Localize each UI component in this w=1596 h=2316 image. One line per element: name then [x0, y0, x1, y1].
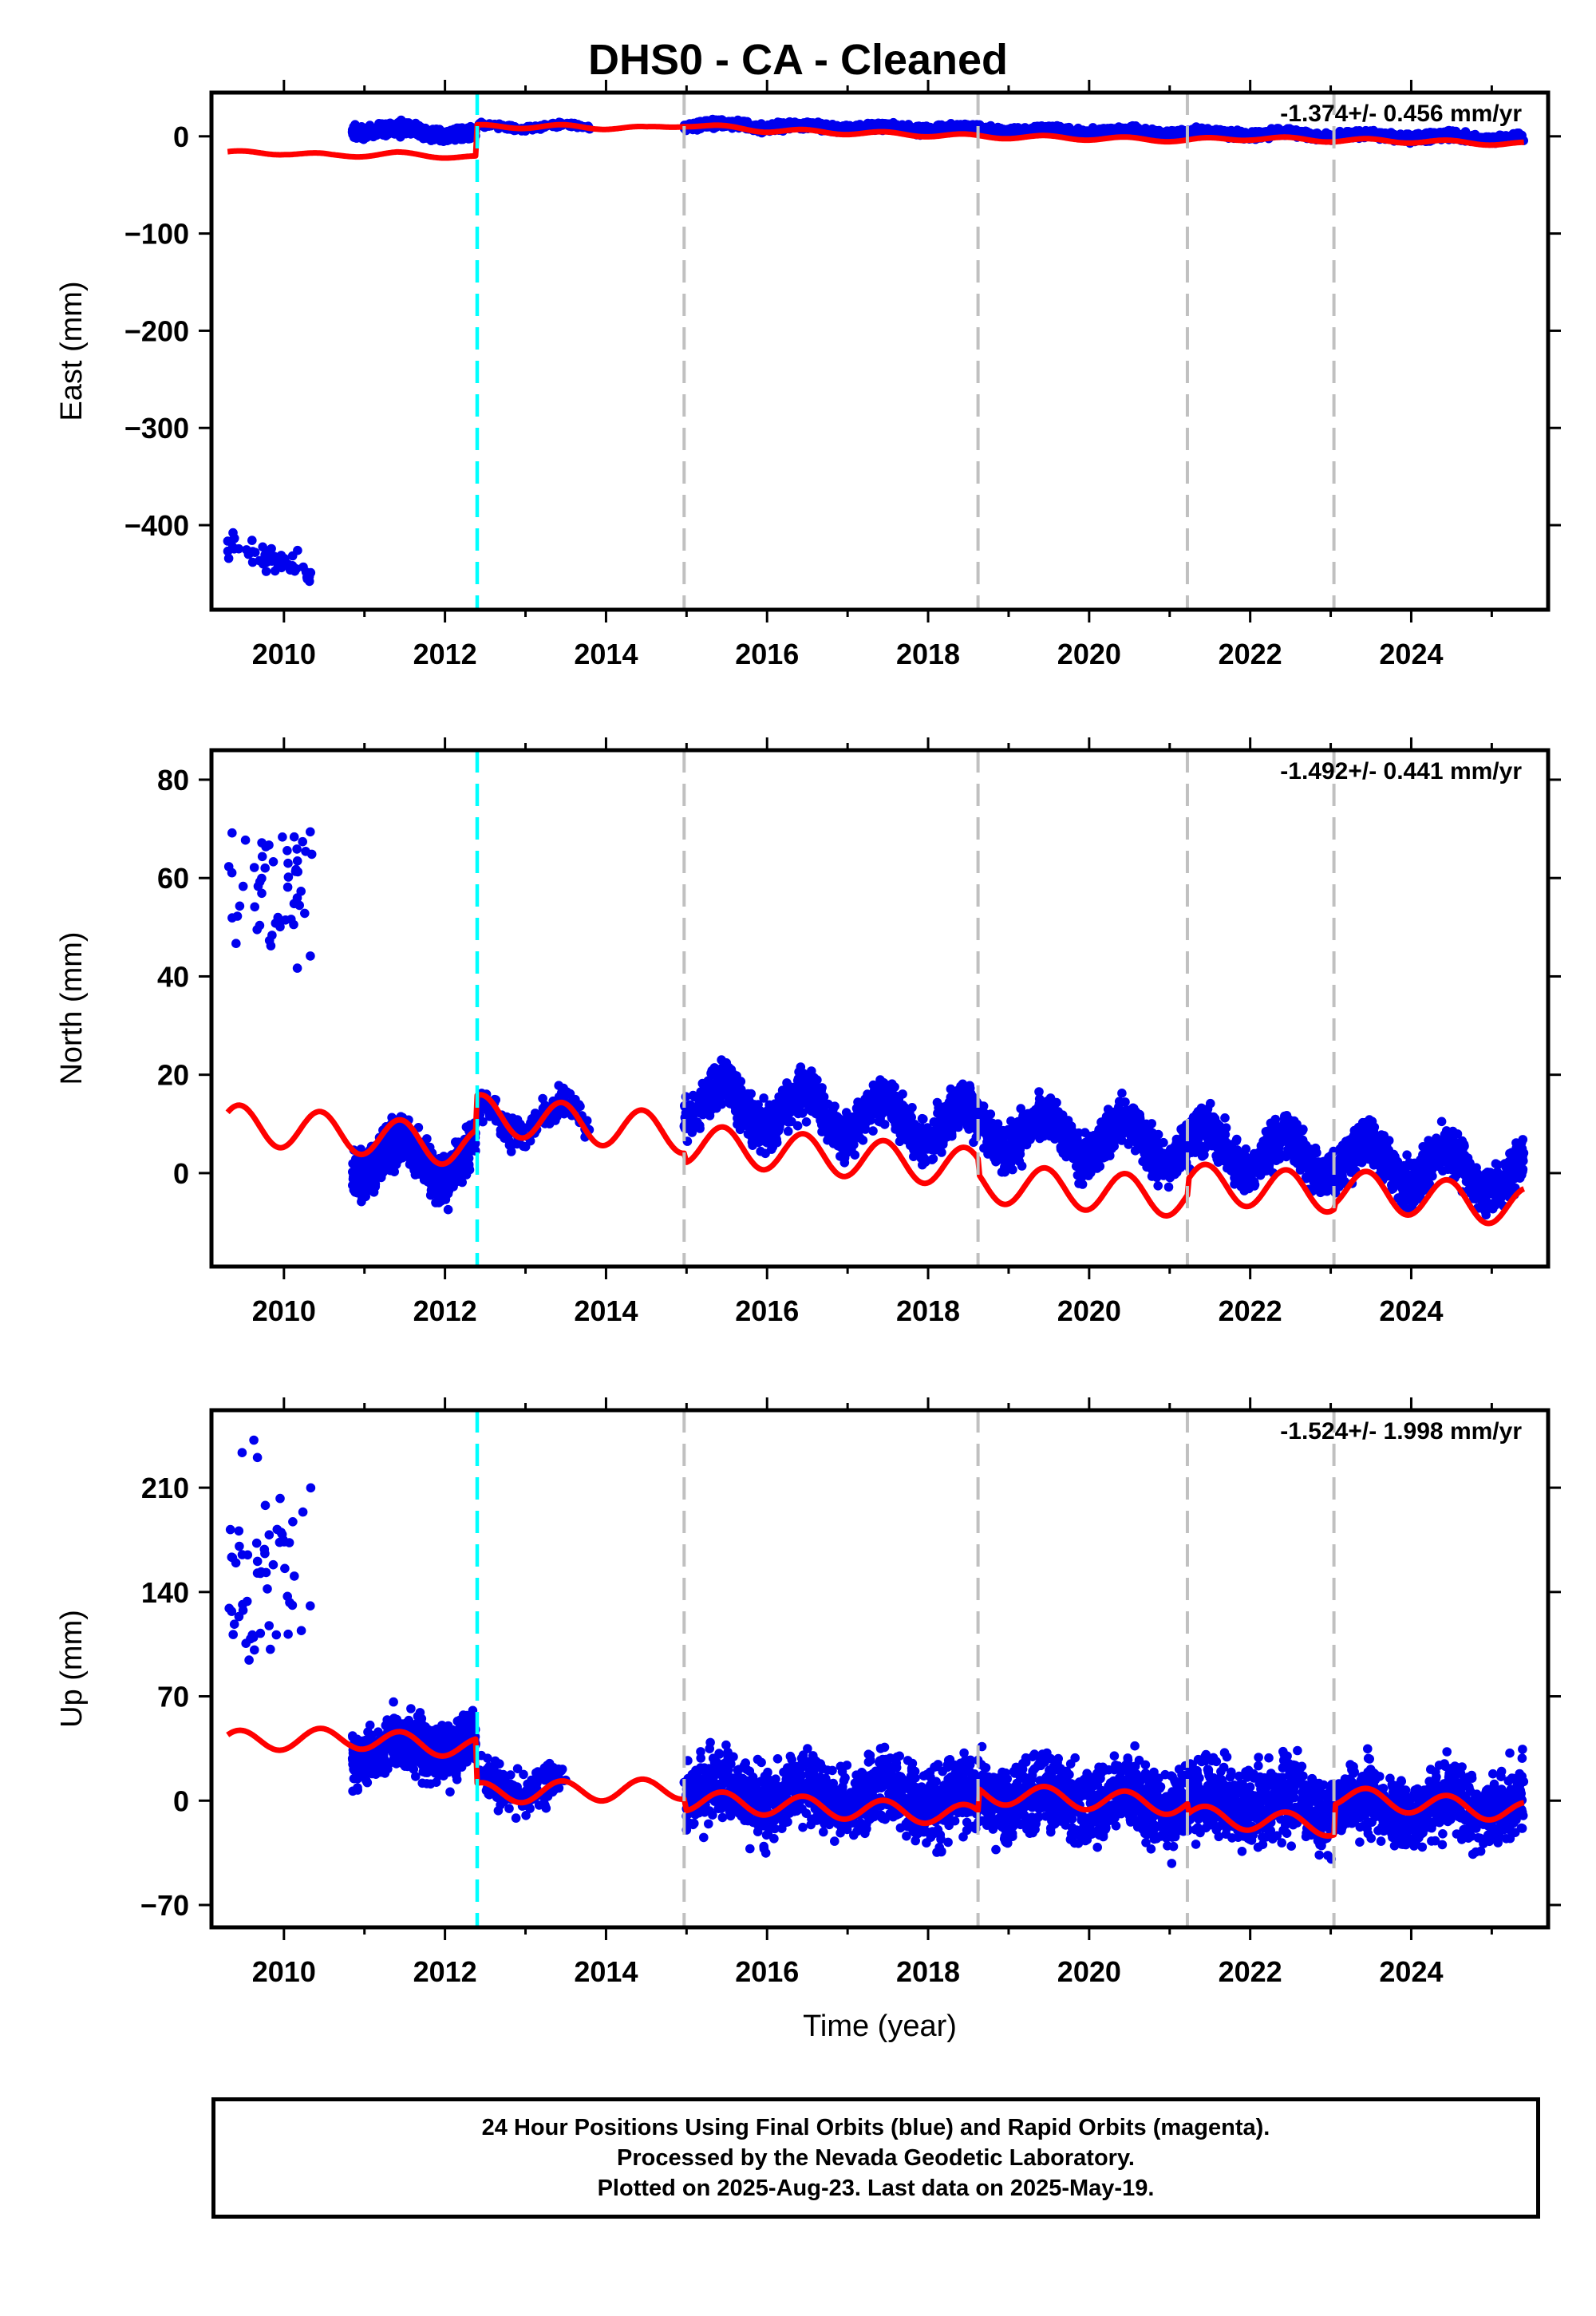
data-point: [261, 567, 271, 576]
data-point: [380, 128, 389, 137]
data-point: [306, 951, 315, 961]
data-point: [292, 963, 302, 973]
data-point: [249, 863, 259, 872]
data-point: [995, 125, 1005, 136]
data-point: [360, 125, 370, 136]
data-point: [300, 908, 310, 919]
data-point: [264, 840, 274, 850]
data-point: [252, 925, 263, 935]
data-point: [784, 117, 793, 128]
data-point: [283, 872, 294, 882]
y-tick-label: −300: [124, 412, 189, 445]
data-point: [223, 862, 234, 871]
data-point: [1006, 127, 1016, 137]
data-point: [301, 847, 310, 856]
data-point: [271, 919, 281, 928]
data-point: [1093, 125, 1103, 135]
data-point: [422, 129, 433, 139]
data-point: [449, 133, 460, 144]
data-point: [260, 550, 270, 560]
data-point: [443, 1204, 453, 1215]
data-point: [1470, 132, 1480, 142]
plot-frame: [209, 90, 1551, 612]
velocity-rate-label: -1.374+/- 0.456 mm/yr: [1280, 101, 1522, 127]
data-point: [282, 882, 293, 892]
data-point: [1036, 121, 1046, 132]
data-point: [260, 863, 271, 873]
data-point: [1187, 127, 1198, 137]
data-point: [361, 1192, 371, 1202]
data-point: [282, 846, 292, 856]
data-point: [289, 832, 299, 842]
x-tick-label: 2012: [413, 638, 477, 670]
data-point: [223, 536, 233, 546]
data-point: [258, 542, 268, 552]
data-point: [238, 881, 248, 891]
data-point: [257, 888, 267, 899]
x-tick-label: 2024: [1379, 638, 1443, 670]
data-point: [267, 543, 276, 554]
data-point: [348, 129, 358, 140]
data-point: [292, 856, 302, 866]
data-point: [278, 558, 288, 568]
y-tick-label: 0: [173, 121, 189, 153]
data-point: [306, 827, 315, 837]
data-point: [402, 121, 413, 132]
data-point: [289, 899, 299, 909]
data-point: [386, 122, 397, 132]
data-point: [1061, 126, 1072, 136]
data-point: [283, 858, 293, 868]
panel-east: 0 −100 −200 −300 −400 2010 2012 2014 2016 2018 202…: [55, 80, 1561, 670]
data-point: [304, 571, 314, 582]
data-point: [926, 125, 936, 136]
data-point: [289, 919, 298, 930]
data-point: [227, 913, 237, 923]
y-tick-label: −200: [124, 314, 189, 347]
data-point: [240, 835, 251, 845]
data-point: [247, 536, 257, 545]
data-point: [223, 553, 234, 563]
data-point: [296, 887, 306, 896]
data-point: [257, 852, 267, 862]
data-point: [267, 556, 277, 566]
data-point: [268, 857, 279, 867]
data-point: [293, 867, 303, 877]
x-tick-label: 2020: [1057, 638, 1121, 670]
data-point: [227, 828, 237, 838]
data-point: [1151, 127, 1160, 137]
data-point: [841, 121, 851, 132]
data-point: [1126, 124, 1136, 135]
data-point: [429, 129, 440, 140]
x-tick-label: 2014: [574, 638, 638, 670]
y-axis-label: East (mm): [55, 281, 89, 421]
data-point: [267, 931, 277, 940]
data-point: [278, 832, 287, 842]
data-point: [285, 565, 295, 575]
data-point: [235, 901, 245, 911]
data-point: [1199, 124, 1209, 134]
data-point: [1116, 125, 1126, 136]
y-tick-label: −400: [124, 509, 189, 542]
x-tick-label: 2016: [735, 638, 799, 670]
data-point: [287, 551, 298, 561]
data-point: [231, 939, 241, 948]
x-tick-label: 2010: [252, 638, 316, 670]
data-point: [258, 559, 268, 569]
x-tick-label: 2018: [896, 638, 960, 670]
data-point: [1509, 131, 1519, 140]
data-point: [292, 844, 302, 854]
data-point: [250, 902, 260, 912]
data-point: [266, 941, 276, 951]
chart-title: DHS0 - CA - Cleaned: [587, 36, 1009, 84]
data-point: [298, 836, 308, 847]
y-tick-label: −100: [124, 218, 189, 251]
x-tick-label: 2022: [1219, 638, 1282, 670]
data-point: [255, 877, 265, 887]
data-point: [242, 545, 251, 555]
data-point: [1020, 123, 1030, 132]
data-point: [440, 130, 450, 140]
